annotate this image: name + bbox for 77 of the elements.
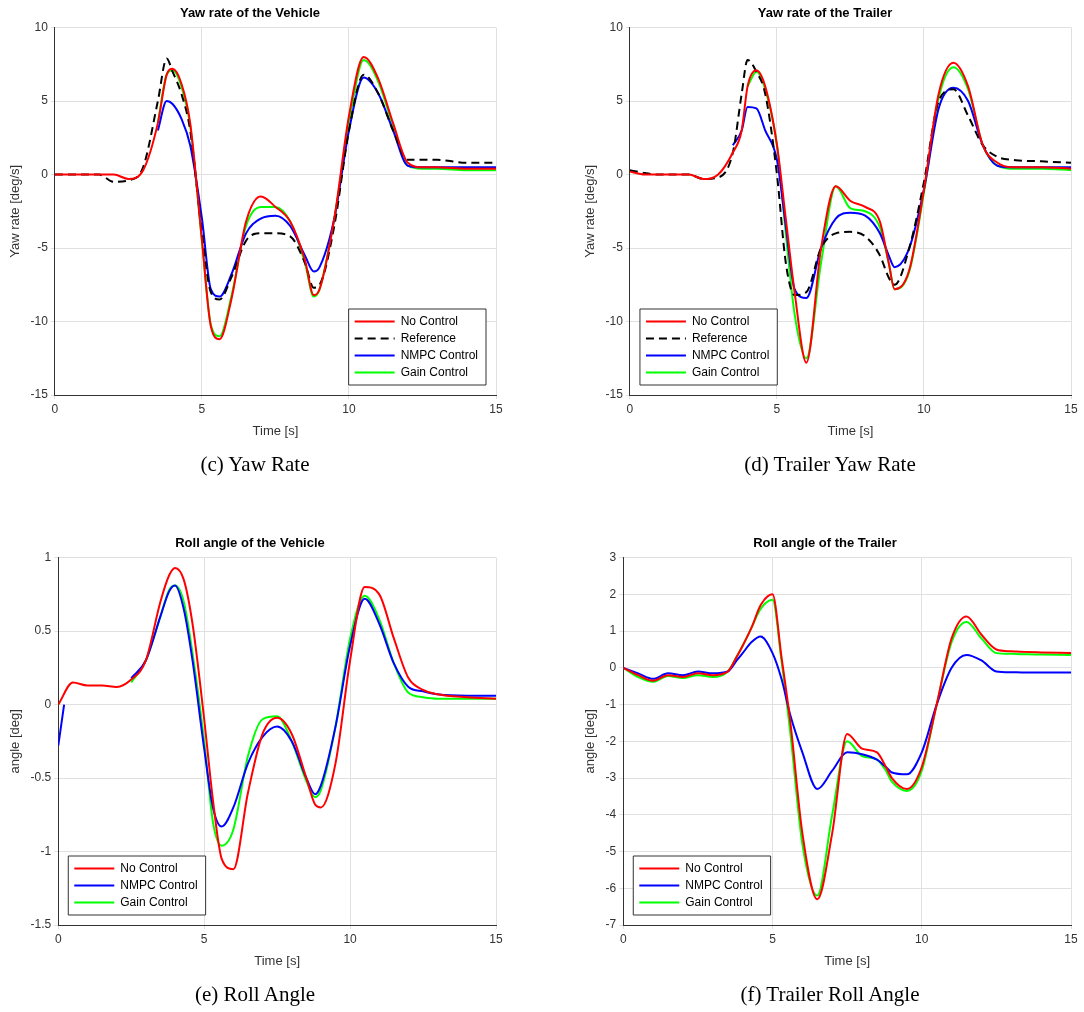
x-tick-label: 15 [489, 401, 503, 416]
y-tick-label: -0.5 [30, 770, 52, 785]
y-tick-label: -5 [605, 843, 617, 858]
x-tick-label: 0 [54, 931, 62, 946]
text: (f) Trailer Roll Angle [739, 982, 921, 1007]
y-tick-label: 0.5 [34, 623, 52, 638]
y-tick-label: -3 [605, 770, 617, 785]
y-tick-label: -15 [605, 387, 624, 402]
y-axis-title: angle [deg] [7, 709, 23, 774]
x-axis-title: Time [s] [252, 422, 299, 438]
x-tick-label: 10 [342, 401, 356, 416]
x-axis-title: Time [s] [827, 422, 874, 438]
y-tick-label: -1.5 [30, 917, 52, 932]
legend-label: No Control [400, 313, 459, 328]
legend-label: Gain Control [400, 364, 469, 379]
x-tick-label: 10 [917, 401, 931, 416]
line-series [731, 86, 1071, 300]
y-tick-label: -4 [605, 807, 617, 822]
x-axis-title: Time [s] [824, 952, 871, 968]
y-tick-label: -1 [605, 696, 617, 711]
legend-label: NMPC Control [691, 347, 770, 362]
y-tick-label: 0 [41, 166, 49, 181]
y-tick-label: -2 [605, 733, 617, 748]
y-tick-label: 1 [44, 549, 52, 564]
legend-label: NMPC Control [120, 877, 198, 892]
x-axis-title: Time [s] [254, 952, 301, 968]
text: (c) Yaw Rate [199, 452, 311, 477]
y-axis-title: Yaw rate [deg/s] [7, 164, 23, 258]
x-tick-label: 15 [1064, 401, 1078, 416]
x-tick-label: 0 [626, 401, 634, 416]
text: (d) Trailer Yaw Rate [743, 452, 917, 477]
legend-label: Gain Control [120, 894, 188, 909]
x-tick-label: 5 [769, 931, 777, 946]
legend-label: No Control [691, 313, 750, 328]
y-tick-label: 0 [609, 660, 617, 675]
line-series [629, 58, 1071, 297]
y-tick-label: 2 [609, 586, 617, 601]
y-tick-label: 5 [41, 93, 49, 108]
x-tick-label: 10 [915, 931, 929, 946]
y-tick-label: 0 [616, 166, 624, 181]
legend-label: Reference [691, 330, 748, 345]
legend-label: NMPC Control [400, 347, 479, 362]
x-tick-label: 10 [343, 931, 358, 946]
chart-title: Yaw rate of the Trailer [757, 5, 893, 21]
line-series [156, 76, 496, 298]
y-tick-label: 5 [616, 93, 624, 108]
chart-title: Roll angle of the Trailer [753, 535, 897, 551]
legend-label: Gain Control [685, 894, 753, 909]
x-tick-label: 5 [200, 931, 208, 946]
y-tick-label: -6 [605, 880, 617, 895]
y-axis-title: Yaw rate [deg/s] [582, 164, 598, 258]
y-tick-label: 3 [609, 549, 617, 564]
legend-label: Gain Control [691, 364, 760, 379]
chart-title: Yaw rate of the Vehicle [179, 5, 321, 21]
y-tick-label: 0 [44, 696, 52, 711]
legend-label: No Control [120, 860, 178, 875]
legend-label: NMPC Control [685, 877, 763, 892]
legend-label: No Control [685, 860, 743, 875]
y-tick-label: -5 [612, 240, 624, 255]
y-tick-label: -1 [40, 843, 52, 858]
line-series [629, 61, 1071, 364]
y-axis-title: angle [deg] [582, 709, 598, 774]
text: (e) Roll Angle [193, 982, 317, 1007]
x-tick-label: 15 [489, 931, 503, 946]
y-tick-label: -7 [605, 917, 617, 932]
y-tick-label: -10 [30, 313, 49, 328]
y-tick-label: -5 [37, 240, 49, 255]
legend-label: Reference [400, 330, 457, 345]
y-tick-label: 10 [34, 19, 49, 34]
x-tick-label: 15 [1064, 931, 1078, 946]
y-tick-label: -10 [605, 313, 624, 328]
y-tick-label: -15 [30, 387, 49, 402]
chart-title: Roll angle of the Vehicle [175, 535, 325, 551]
y-tick-label: 10 [609, 19, 624, 34]
x-tick-label: 5 [773, 401, 781, 416]
x-tick-label: 5 [198, 401, 206, 416]
y-tick-label: 1 [609, 623, 617, 638]
